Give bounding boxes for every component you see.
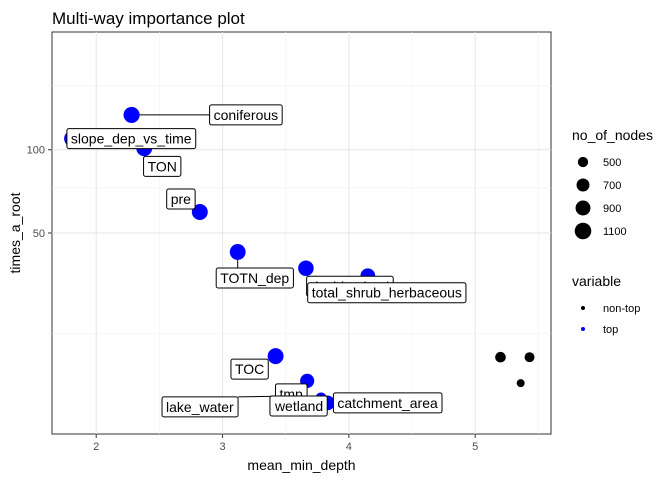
label-text: coniferous <box>214 107 279 123</box>
point-TOC <box>267 348 284 365</box>
x-tick-label: 4 <box>346 441 352 453</box>
chart-title: Multi-way importance plot <box>52 9 245 28</box>
label-text: TOTN_dep <box>220 270 289 286</box>
size-legend-key <box>577 156 589 168</box>
label-wetland: wetland <box>269 395 328 417</box>
size-legend-label: 500 <box>603 157 621 169</box>
point-labels: coniferous slope_dep_vs_time TON pre TOTN_de… <box>66 104 467 418</box>
label-text: TON <box>148 158 177 174</box>
label-box <box>230 358 269 380</box>
label-box <box>161 396 239 418</box>
label-text: total_shrub_herbaceous <box>312 285 462 301</box>
size-legend-label: 1100 <box>603 226 627 238</box>
size-legend-title: no_of_nodes <box>572 127 653 143</box>
label-box <box>215 267 294 289</box>
x-tick-label: 2 <box>93 441 99 453</box>
color-legend-label: non-top <box>603 303 640 315</box>
size-legend-key <box>575 200 591 216</box>
y-axis-title: times_a_root <box>7 192 23 273</box>
label-box <box>269 395 328 417</box>
label-slope_dep_vs_time: slope_dep_vs_time <box>66 128 197 150</box>
label-TOC: TOC <box>230 358 269 380</box>
grid <box>52 32 551 434</box>
color-legend-key <box>581 306 585 310</box>
y-tick-label: 50 <box>33 228 45 240</box>
label-TON: TON <box>143 155 182 177</box>
label-text: catchment_area <box>337 395 438 411</box>
size-legend-key <box>574 222 592 240</box>
label-box <box>66 128 197 150</box>
color-legend-title: variable <box>572 273 621 289</box>
color-legend-label: top <box>603 324 618 336</box>
label-box <box>307 282 467 304</box>
point-coniferous <box>123 106 140 123</box>
point-pre <box>191 204 208 220</box>
label-text: lake_water <box>166 399 234 415</box>
color-legend-key <box>581 327 585 331</box>
label-total_shrub_herbaceous: total_shrub_herbaceous <box>307 282 467 304</box>
label-box <box>166 188 196 210</box>
x-axis-title: mean_min_depth <box>247 457 355 473</box>
label-text: slope_dep_vs_time <box>71 131 192 147</box>
point-non-top <box>516 379 525 388</box>
size-legend: no_of_nodes 500 700 900 1100 <box>572 127 653 240</box>
point-decid_mixed <box>298 260 314 277</box>
label-box <box>332 392 443 414</box>
size-legend-label: 700 <box>603 180 621 192</box>
label-box <box>209 104 283 126</box>
y-tick-label: 100 <box>27 145 45 157</box>
label-lake_water: lake_water <box>161 396 239 418</box>
label-box <box>143 155 182 177</box>
color-legend: variable non-top top <box>572 273 640 336</box>
x-axis: 2 3 4 5 <box>93 434 478 453</box>
x-tick-label: 3 <box>219 441 225 453</box>
label-text: TOC <box>235 361 264 377</box>
label-TOTN_dep: TOTN_dep <box>215 267 294 289</box>
point-non-top <box>495 351 506 363</box>
label-pre: pre <box>166 188 196 210</box>
label-catchment_area: catchment_area <box>332 392 443 414</box>
size-legend-label: 900 <box>603 203 621 215</box>
point-non-top <box>524 352 535 363</box>
size-legend-key <box>576 178 590 192</box>
y-axis: 50 100 <box>27 145 52 240</box>
label-text: pre <box>171 191 191 207</box>
label-coniferous: coniferous <box>209 104 283 126</box>
point-TOTN_dep <box>229 244 246 260</box>
x-tick-label: 5 <box>472 441 478 453</box>
label-text: wetland <box>274 398 323 414</box>
